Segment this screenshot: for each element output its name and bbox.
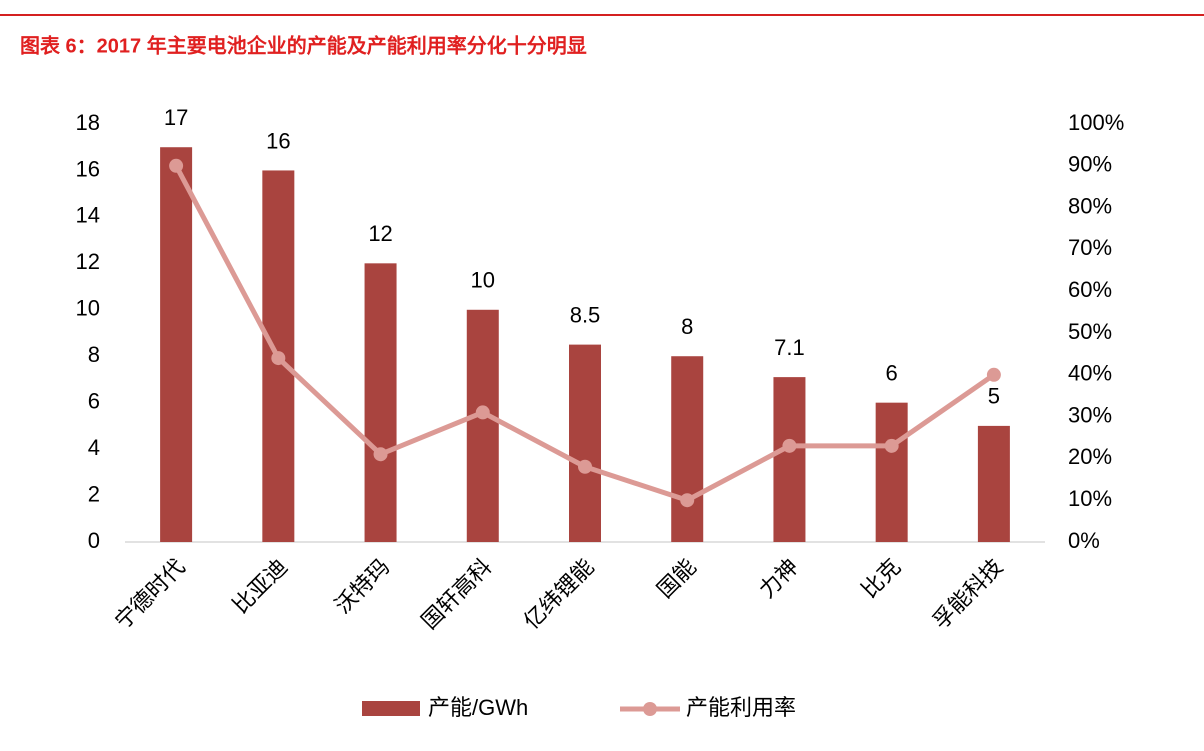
value-label: 12 <box>368 221 392 246</box>
bar <box>875 402 908 542</box>
line-marker <box>680 493 695 508</box>
line-marker <box>578 459 592 474</box>
value-label: 8 <box>681 314 693 339</box>
bar <box>773 377 806 542</box>
line-marker <box>782 438 797 453</box>
y2-tick-label: 90% <box>1068 152 1112 177</box>
y2-tick-label: 0% <box>1068 528 1100 553</box>
y-tick-label: 12 <box>76 249 100 274</box>
bar <box>977 425 1010 542</box>
value-label: 10 <box>471 268 495 293</box>
bar <box>569 344 601 542</box>
legend-label: 产能利用率 <box>686 695 796 720</box>
y-tick-label: 8 <box>88 342 100 367</box>
y2-tick-label: 60% <box>1068 277 1112 302</box>
y-tick-label: 0 <box>88 528 100 553</box>
line-marker <box>475 405 490 420</box>
value-label: 8.5 <box>570 302 601 327</box>
y-tick-label: 4 <box>88 435 100 460</box>
y2-tick-label: 80% <box>1068 193 1112 218</box>
legend-swatch <box>362 701 420 716</box>
y2-tick-label: 10% <box>1068 486 1112 511</box>
y2-tick-label: 30% <box>1068 402 1112 427</box>
line-marker <box>271 351 286 366</box>
chart-title: 图表 6：2017 年主要电池企业的产能及产能利用率分化十分明显 <box>20 33 587 57</box>
legend-label: 产能/GWh <box>428 695 528 720</box>
value-label: 16 <box>266 128 290 153</box>
bar <box>364 263 397 542</box>
y2-tick-label: 20% <box>1068 444 1112 469</box>
line-marker <box>169 158 184 173</box>
y-tick-label: 18 <box>76 110 100 135</box>
value-label: 7.1 <box>774 335 805 360</box>
line-marker <box>986 367 1001 382</box>
y-tick-label: 14 <box>76 203 100 228</box>
value-label: 6 <box>886 360 898 385</box>
y-tick-label: 6 <box>88 388 100 413</box>
line-marker <box>884 438 899 453</box>
y-tick-label: 16 <box>76 156 100 181</box>
y2-tick-label: 50% <box>1068 319 1112 344</box>
bar <box>466 309 499 542</box>
y2-tick-label: 70% <box>1068 235 1112 260</box>
y-tick-label: 10 <box>76 296 100 321</box>
value-label: 5 <box>988 384 1000 409</box>
y-tick-label: 2 <box>88 481 100 506</box>
line-marker <box>373 447 388 462</box>
bar <box>160 147 193 542</box>
y2-tick-label: 100% <box>1068 110 1124 135</box>
bar <box>671 356 704 542</box>
y2-tick-label: 40% <box>1068 361 1112 386</box>
legend-swatch-marker <box>643 702 657 716</box>
value-label: 17 <box>164 105 188 130</box>
